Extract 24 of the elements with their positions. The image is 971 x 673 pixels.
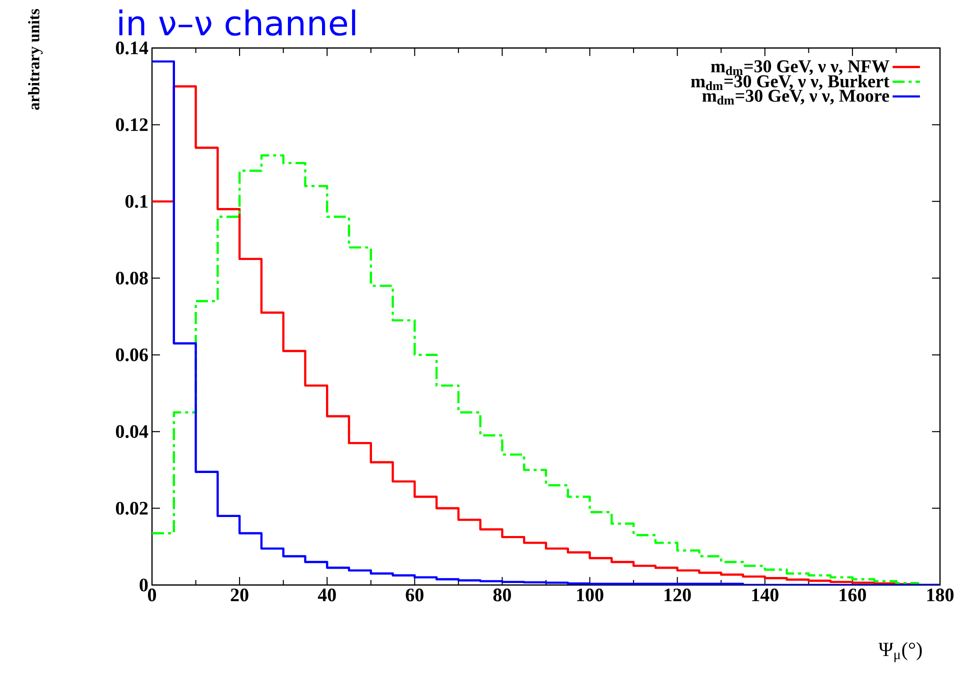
y-tick-label: 0.1 xyxy=(125,194,148,208)
y-tick-label: 0.02 xyxy=(116,502,148,515)
x-tick-label: 100 xyxy=(577,588,604,602)
x-tick-label: 160 xyxy=(840,588,866,602)
x-tick-label: 80 xyxy=(493,588,511,602)
y-tick-label: 0.04 xyxy=(116,425,148,438)
x-tick-label: 0 xyxy=(148,588,156,602)
x-tick-label: 120 xyxy=(664,588,691,602)
y-tick-label: 0.06 xyxy=(116,348,148,362)
x-tick-label: 20 xyxy=(230,588,248,602)
legend-label: m$_{dm}$=30 GeV, ν ν, Burkert xyxy=(691,74,890,90)
x-tick-label: 40 xyxy=(318,588,336,602)
legend-label: m$_{dm}$=30 GeV, ν ν, NFW xyxy=(711,60,890,76)
x-tick-label: 180 xyxy=(927,588,954,602)
y-axis-title: arbitrary units xyxy=(28,8,43,110)
y-tick-label: 0.14 xyxy=(116,42,148,54)
x-tick-label: 60 xyxy=(406,588,424,602)
y-tick-label: 0.08 xyxy=(116,272,148,285)
chart-title: in ν–ν channel xyxy=(119,9,356,36)
x-tick-label: 140 xyxy=(752,588,778,602)
legend-label: m$_{dm}$=30 GeV, ν ν, Moore xyxy=(702,90,890,105)
y-tick-label: 0 xyxy=(140,578,148,592)
y-tick-label: 0.12 xyxy=(116,118,148,132)
x-axis-title: Ψ$_{μ}$(°) xyxy=(878,642,922,662)
